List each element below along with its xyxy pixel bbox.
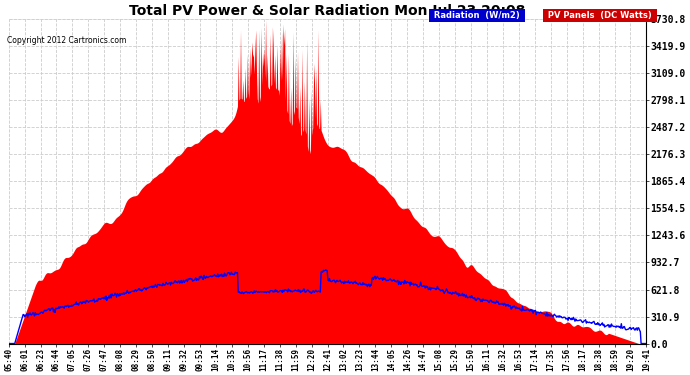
Title: Total PV Power & Solar Radiation Mon Jul 23 20:08: Total PV Power & Solar Radiation Mon Jul…	[129, 4, 526, 18]
Text: Radiation  (W/m2): Radiation (W/m2)	[431, 11, 523, 20]
Text: PV Panels  (DC Watts): PV Panels (DC Watts)	[545, 11, 655, 20]
Text: Copyright 2012 Cartronics.com: Copyright 2012 Cartronics.com	[7, 36, 126, 45]
